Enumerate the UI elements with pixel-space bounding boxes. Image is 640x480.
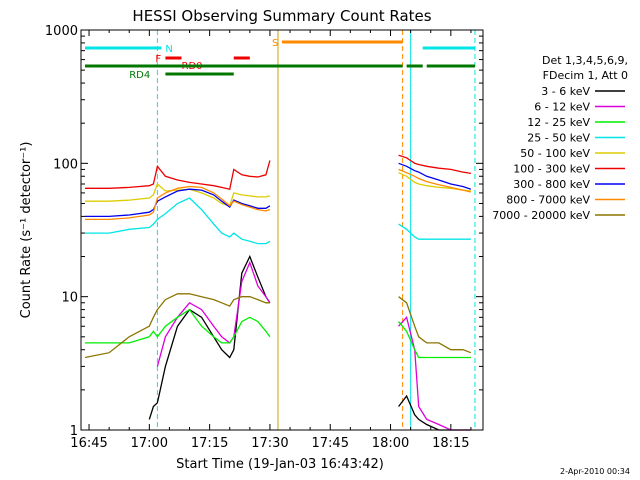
legend-entry-label: 25 - 50 keV bbox=[527, 132, 590, 145]
series-line bbox=[85, 197, 271, 245]
series-line bbox=[85, 182, 271, 207]
series-line bbox=[398, 223, 471, 240]
legend-entry-label: 100 - 300 keV bbox=[513, 163, 590, 176]
x-tick-label: 17:45 bbox=[312, 436, 349, 451]
legend-entry-label: 50 - 100 keV bbox=[520, 147, 590, 160]
x-axis-ticks: 16:45 17:00 17:15 17:30 17:45 18:00 18:15 bbox=[70, 30, 472, 451]
legend: Det 1,3,4,5,6,9, FDecim 1, Att 0 3 - 6 k… bbox=[492, 54, 628, 222]
legend-entry-label: 12 - 25 keV bbox=[527, 116, 590, 129]
y-tick-label: 10 bbox=[61, 291, 78, 306]
y-axis-ticks: 1 10 100 1000 bbox=[45, 24, 483, 439]
legend-entry-label: 300 - 800 keV bbox=[513, 178, 590, 191]
series-line bbox=[398, 162, 472, 190]
series-line bbox=[398, 154, 472, 175]
timestamp: 2-Apr-2010 00:34 bbox=[560, 467, 630, 476]
x-tick-label: 16:45 bbox=[70, 436, 107, 451]
flag-bars: NSFRD0RD4 bbox=[85, 38, 475, 81]
series-line bbox=[398, 315, 471, 431]
x-tick-label: 18:15 bbox=[432, 436, 469, 451]
series-line bbox=[398, 394, 471, 431]
flag-label: RD4 bbox=[129, 70, 150, 81]
series-line bbox=[156, 260, 271, 367]
y-tick-label: 1000 bbox=[45, 24, 78, 39]
legend-entry-label: 6 - 12 keV bbox=[534, 101, 590, 114]
x-axis-label: Start Time (19-Jan-03 16:43:42) bbox=[176, 457, 384, 472]
flag-label: N bbox=[165, 44, 172, 55]
x-tick-label: 18:00 bbox=[372, 436, 409, 451]
series-line bbox=[398, 296, 472, 354]
flag-label: S bbox=[272, 38, 278, 49]
series-lines bbox=[84, 154, 472, 431]
x-tick-label: 17:30 bbox=[251, 436, 288, 451]
legend-header-line2: FDecim 1, Att 0 bbox=[543, 69, 628, 82]
y-tick-label: 100 bbox=[53, 157, 78, 172]
legend-entry-label: 800 - 7000 keV bbox=[506, 194, 590, 207]
legend-header-line1: Det 1,3,4,5,6,9, bbox=[542, 54, 628, 67]
series-line bbox=[84, 293, 270, 359]
y-axis-label: Count Rate (s⁻¹ detector⁻¹) bbox=[19, 142, 34, 319]
chart-title: HESSI Observing Summary Count Rates bbox=[132, 7, 431, 25]
x-tick-label: 17:15 bbox=[191, 436, 228, 451]
y-tick-label: 1 bbox=[70, 424, 78, 439]
series-line bbox=[398, 172, 471, 192]
series-line bbox=[85, 188, 271, 218]
plot-frame bbox=[80, 29, 484, 431]
series-line bbox=[148, 254, 271, 420]
series-line bbox=[85, 160, 271, 190]
legend-entry-label: 7000 - 20000 keV bbox=[492, 209, 590, 222]
series-line bbox=[398, 321, 471, 359]
series-line bbox=[85, 185, 271, 221]
series-line bbox=[85, 308, 271, 344]
flag-label: F bbox=[155, 54, 161, 65]
saa-eclipse-markers bbox=[156, 30, 476, 430]
x-tick-label: 17:00 bbox=[131, 436, 168, 451]
series-line bbox=[398, 168, 472, 193]
legend-entry-label: 3 - 6 keV bbox=[541, 85, 590, 98]
